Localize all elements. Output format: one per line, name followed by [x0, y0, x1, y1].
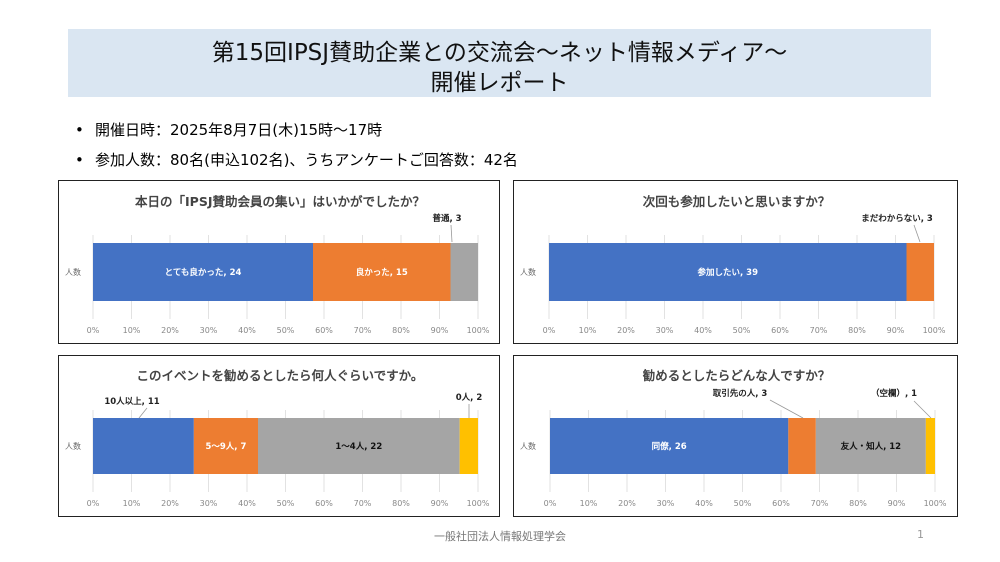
chart-recommend-count: 0% 10% 20% 30% 40% 50% 60% 70% 80% 90% 100% このイベントを… [58, 355, 500, 517]
x-tick-label: 90% [888, 499, 906, 508]
data-label: 参加したい, 39 [697, 267, 758, 278]
x-tick-label: 10% [580, 499, 598, 508]
x-tick-label: 20% [617, 326, 635, 335]
data-label: 5～9人, 7 [205, 441, 246, 452]
bar-1-4-2 [258, 418, 460, 474]
x-tick-label: 60% [315, 499, 333, 508]
x-tick-label: 20% [161, 326, 179, 335]
chart-svg: 0% 10% 20% 30% 40% 50% 60% 70% 80% 90% 100% 本日の「IPS… [65, 194, 490, 335]
x-tick-label: 60% [772, 499, 790, 508]
chart-title: 次回も参加したいと思いますか？ [643, 194, 831, 209]
x-tick-label: 10% [123, 499, 141, 508]
bar-x-1 [906, 243, 934, 301]
x-tick-label: 40% [694, 326, 712, 335]
bar-x-0 [549, 243, 907, 301]
bar-x-3 [925, 418, 935, 474]
y-category-label: 人数 [520, 267, 536, 277]
chart-title: 勧めるとしたらどんな人ですか？ [643, 368, 831, 383]
chart-svg: 0% 10% 20% 30% 40% 50% 60% 70% 80% 90% 100% 勧めるとしたら… [520, 368, 947, 508]
chart-title: このイベントを勧めるとしたら何人ぐらいですか。 [137, 368, 424, 383]
data-label: 友人・知人, 12 [840, 441, 902, 452]
x-tick-label: 70% [354, 499, 372, 508]
x-tick-label: 10% [579, 326, 597, 335]
x-tick-label: 10% [123, 326, 141, 335]
x-tick-label: 90% [887, 326, 905, 335]
leader-line [138, 407, 148, 419]
x-tick-label: 0% [543, 326, 556, 335]
page-title: 第15回IPSJ賛助企業との交流会～ネット情報メディア～ [211, 40, 788, 66]
data-label: まだわからない, 3 [861, 214, 933, 224]
bar-5-9-1 [193, 418, 258, 474]
x-tick-label: 90% [431, 326, 449, 335]
x-tick-label: 100% [923, 326, 946, 335]
data-label: とても良かった, 24 [165, 267, 242, 278]
data-label: 取引先の人, 3 [713, 388, 768, 399]
chart-recommend-whom: 0% 10% 20% 30% 40% 50% 60% 70% 80% 90% 100% 勧めるとしたら… [513, 355, 958, 517]
bar-x-2 [450, 243, 478, 301]
page-number: 1 [917, 528, 924, 541]
x-tick-label: 80% [849, 499, 867, 508]
y-category-label: 人数 [520, 441, 536, 451]
bar-x-2 [815, 418, 926, 474]
bar-10-0 [93, 418, 194, 474]
bar-x-0 [93, 243, 313, 301]
leader-line [913, 224, 921, 243]
page-subtitle: 開催レポート [430, 70, 569, 96]
info-list: 開催日時：2025年8月7日(木)15時～17時 参加人数：80名(申込102名… [75, 118, 518, 178]
x-tick-label: 0% [87, 499, 100, 508]
y-category-label: 人数 [65, 441, 81, 451]
x-tick-label: 40% [695, 499, 713, 508]
y-category-label: 人数 [65, 267, 81, 277]
x-tick-label: 50% [733, 326, 751, 335]
data-label: 同僚, 26 [652, 441, 687, 452]
chart-svg: 0% 10% 20% 30% 40% 50% 60% 70% 80% 90% 100% 次回も参加した… [520, 194, 946, 335]
x-tick-label: 30% [200, 499, 218, 508]
footer-org: 一般社団法人情報処理学会 [434, 530, 566, 543]
x-tick-label: 80% [848, 326, 866, 335]
x-tick-label: 60% [315, 326, 333, 335]
data-label: 0人, 2 [456, 392, 483, 403]
info-attendance: 参加人数：80名(申込102名)、うちアンケートご回答数：42名 [75, 148, 518, 178]
leader-line [450, 224, 453, 243]
data-label: （空欄）, 1 [871, 388, 917, 399]
bar-x-0 [550, 418, 789, 474]
x-tick-label: 50% [277, 499, 295, 508]
leader-line [769, 399, 804, 419]
bar-x-1 [313, 243, 451, 301]
x-tick-label: 40% [238, 326, 256, 335]
x-tick-label: 80% [392, 499, 410, 508]
data-label: 普通, 3 [432, 213, 461, 224]
title-banner: 第15回IPSJ賛助企業との交流会～ネット情報メディア～ 開催レポート [68, 29, 931, 97]
leader-line [913, 400, 932, 419]
data-label: 1～4人, 22 [335, 441, 382, 452]
x-tick-label: 0% [544, 499, 557, 508]
chart-title: 本日の「IPSJ賛助会員の集い」はいかがでしたか？ [135, 194, 425, 209]
x-tick-label: 40% [238, 499, 256, 508]
data-label: 10人以上, 11 [104, 396, 159, 407]
x-tick-label: 30% [656, 326, 674, 335]
x-tick-label: 20% [618, 499, 636, 508]
x-tick-label: 70% [354, 326, 372, 335]
chart-next-participation: 0% 10% 20% 30% 40% 50% 60% 70% 80% 90% 100% 次回も参加した… [513, 180, 958, 344]
x-tick-label: 50% [277, 326, 295, 335]
data-label: 良かった, 15 [356, 267, 408, 278]
bar-x-1 [788, 418, 816, 474]
x-tick-label: 70% [811, 499, 829, 508]
x-tick-label: 60% [771, 326, 789, 335]
info-date: 開催日時：2025年8月7日(木)15時～17時 [75, 118, 518, 148]
chart-svg: 0% 10% 20% 30% 40% 50% 60% 70% 80% 90% 100% このイベントを… [65, 368, 490, 508]
x-tick-label: 50% [734, 499, 752, 508]
x-tick-label: 80% [392, 326, 410, 335]
x-tick-label: 30% [200, 326, 218, 335]
x-tick-label: 100% [467, 326, 490, 335]
bar-0-3 [459, 418, 478, 474]
x-tick-label: 100% [924, 499, 947, 508]
x-tick-label: 70% [810, 326, 828, 335]
x-tick-label: 100% [467, 499, 490, 508]
x-tick-label: 90% [431, 499, 449, 508]
x-tick-label: 0% [87, 326, 100, 335]
chart-satisfaction: 0% 10% 20% 30% 40% 50% 60% 70% 80% 90% 100% 本日の「IPS… [58, 180, 500, 344]
x-tick-label: 30% [657, 499, 675, 508]
x-tick-label: 20% [161, 499, 179, 508]
